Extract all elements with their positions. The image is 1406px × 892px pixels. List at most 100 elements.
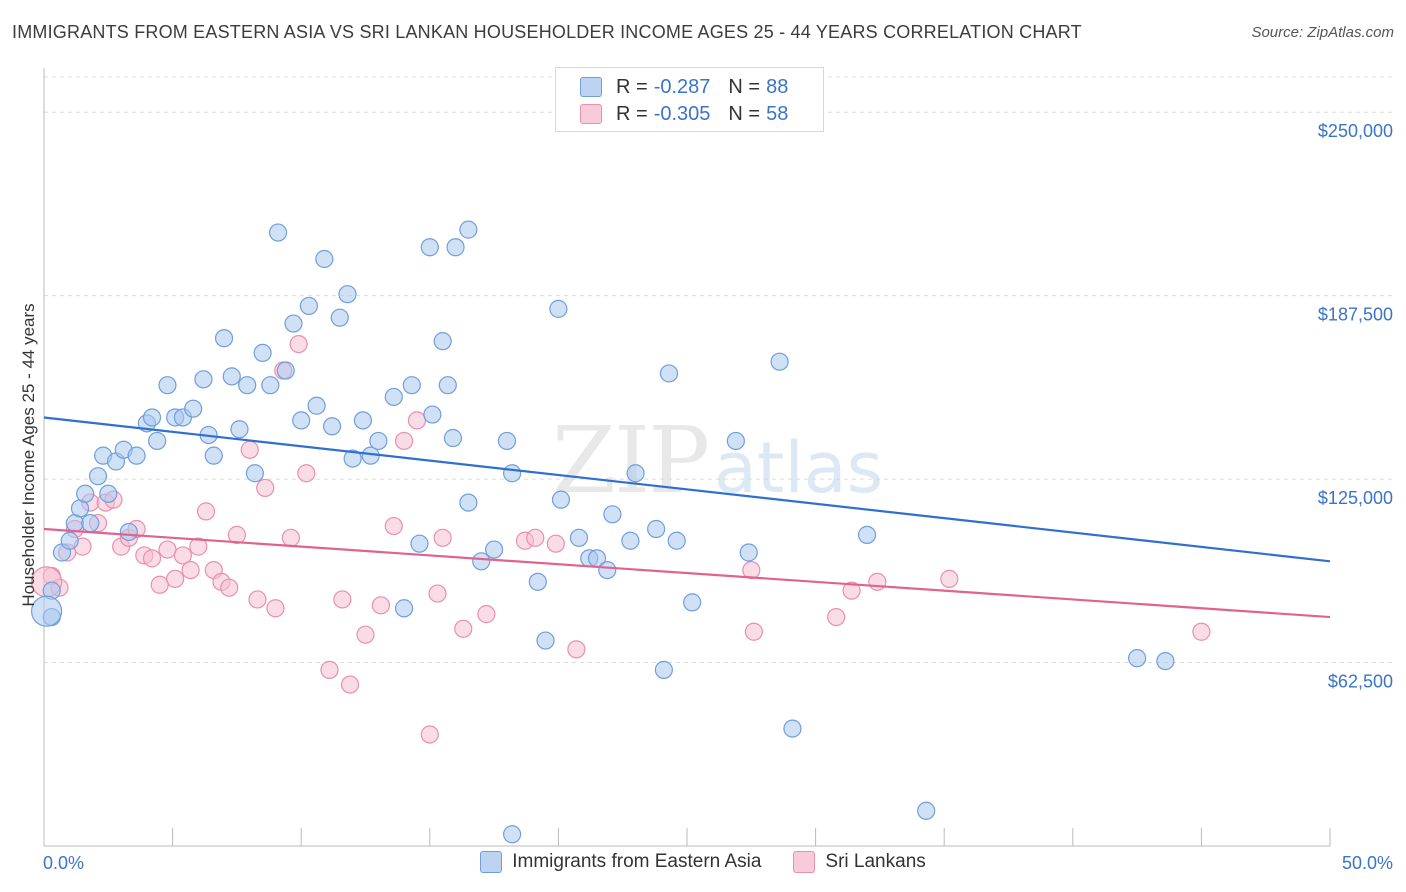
legend-row-eastern-asia: R = -0.287 N = 88 (580, 75, 788, 99)
data-point-eastern-asia (683, 593, 702, 612)
data-point-sri-lankans (546, 534, 565, 553)
data-point-sri-lankans (227, 525, 246, 544)
data-point-eastern-asia (343, 449, 362, 468)
data-point-sri-lankans (297, 464, 316, 483)
data-point-sri-lankans (248, 590, 267, 609)
data-point-eastern-asia (76, 484, 95, 503)
data-point-eastern-asia (659, 364, 679, 383)
y-tick-label: $62,500 (1328, 672, 1393, 692)
data-point-sri-lankans (742, 560, 761, 580)
y-tick-label: $187,500 (1318, 305, 1393, 325)
data-point-eastern-asia (420, 238, 439, 257)
data-point-eastern-asia (245, 464, 265, 483)
data-point-eastern-asia (1127, 649, 1147, 668)
series-legend-label: Sri Lankans (825, 851, 926, 872)
data-point-eastern-asia (549, 299, 568, 318)
data-point-eastern-asia (497, 431, 517, 451)
data-point-eastern-asia (410, 534, 429, 553)
data-point-eastern-asia (338, 285, 357, 304)
data-point-eastern-asia (423, 405, 442, 424)
data-point-eastern-asia (194, 370, 213, 389)
data-point-eastern-asia (238, 376, 257, 395)
watermark-zip: ZIP (552, 407, 708, 514)
data-point-sri-lankans (420, 725, 439, 744)
data-point-sri-lankans (356, 625, 375, 644)
data-point-eastern-asia (30, 595, 63, 627)
data-point-eastern-asia (603, 505, 622, 524)
data-point-eastern-asia (917, 801, 936, 820)
data-point-eastern-asia (654, 660, 673, 679)
data-point-sri-lankans (827, 607, 846, 627)
trend-line-sri-lankans (43, 527, 1331, 619)
series-swatch-blue (480, 851, 503, 873)
data-point-eastern-asia (369, 431, 388, 451)
data-point-eastern-asia (204, 446, 223, 465)
data-point-eastern-asia (857, 525, 877, 544)
trend-lines (43, 416, 1331, 619)
data-point-sri-lankans (567, 640, 586, 659)
data-point-sri-lankans (940, 569, 959, 589)
data-point-sri-lankans (384, 516, 403, 536)
data-point-eastern-asia (276, 361, 295, 380)
data-point-eastern-asia (783, 719, 802, 738)
data-point-eastern-asia (127, 446, 146, 465)
data-point-sri-lankans (333, 590, 352, 609)
data-point-eastern-asia (148, 431, 167, 451)
data-point-eastern-asia (726, 431, 745, 451)
y-tick-label: $250,000 (1318, 121, 1393, 141)
data-point-sri-lankans (220, 578, 239, 597)
data-point-eastern-asia (142, 408, 162, 427)
data-point-eastern-asia (598, 560, 617, 580)
data-point-eastern-asia (81, 514, 100, 533)
y-tick-label: $125,000 (1318, 488, 1393, 508)
data-point-eastern-asia (446, 238, 465, 257)
data-point-sri-lankans (181, 560, 200, 580)
legend-n-value: 58 (766, 102, 789, 125)
series-legend-label: Immigrants from Eastern Asia (512, 851, 762, 872)
data-point-eastern-asia (528, 572, 547, 591)
data-point-sri-lankans (371, 596, 391, 615)
correlation-legend: R = -0.287 N = 88 R = -0.305 N = 58 (555, 67, 824, 132)
data-point-sri-lankans (407, 411, 427, 430)
axes (43, 68, 1331, 847)
x-max-label: 50.0% (1342, 853, 1393, 873)
y-axis-title: Householder Income Ages 25 - 44 years (19, 303, 38, 606)
data-point-sri-lankans (173, 546, 192, 565)
data-point-eastern-asia (1156, 651, 1175, 671)
legend-r-label: R = (616, 75, 648, 98)
data-point-eastern-asia (284, 314, 303, 333)
data-point-sri-lankans (289, 334, 308, 354)
data-point-eastern-asia (459, 220, 478, 239)
data-point-eastern-asia (88, 467, 108, 486)
y-tick-labels: $62,500 $125,000 $187,500 $250,000 (1318, 121, 1393, 691)
data-point-eastern-asia (503, 464, 522, 483)
data-point-eastern-asia (384, 387, 403, 407)
data-point-eastern-asia (261, 376, 280, 395)
data-point-eastern-asia (158, 376, 177, 395)
data-point-sri-lankans (166, 569, 185, 589)
data-point-eastern-asia (322, 417, 342, 436)
data-point-sri-lankans (266, 599, 285, 618)
data-point-eastern-asia (551, 490, 571, 509)
data-point-eastern-asia (402, 376, 421, 395)
data-point-eastern-asia (330, 308, 349, 327)
legend-row-sri-lankans: R = -0.305 N = 58 (580, 102, 788, 126)
legend-n-label: N = (728, 75, 761, 98)
legend-swatch-blue (580, 77, 602, 97)
data-point-eastern-asia (667, 531, 686, 550)
legend-n-label: N = (728, 102, 761, 125)
data-point-eastern-asia (536, 631, 555, 650)
series-legend-item-eastern-asia: Immigrants from Eastern Asia (480, 851, 761, 873)
legend-r-value: -0.287 (653, 75, 711, 98)
series-legend: Immigrants from Eastern Asia Sri Lankans (0, 851, 1406, 873)
x-min-label: 0.0% (43, 853, 84, 873)
data-point-eastern-asia (433, 332, 452, 351)
data-point-eastern-asia (119, 522, 138, 542)
data-point-sri-lankans (340, 675, 360, 694)
data-point-eastern-asia (292, 411, 311, 430)
data-point-sri-lankans (428, 584, 447, 603)
series-swatch-pink (793, 851, 816, 873)
data-point-eastern-asia (647, 519, 666, 539)
data-point-eastern-asia (472, 552, 491, 571)
